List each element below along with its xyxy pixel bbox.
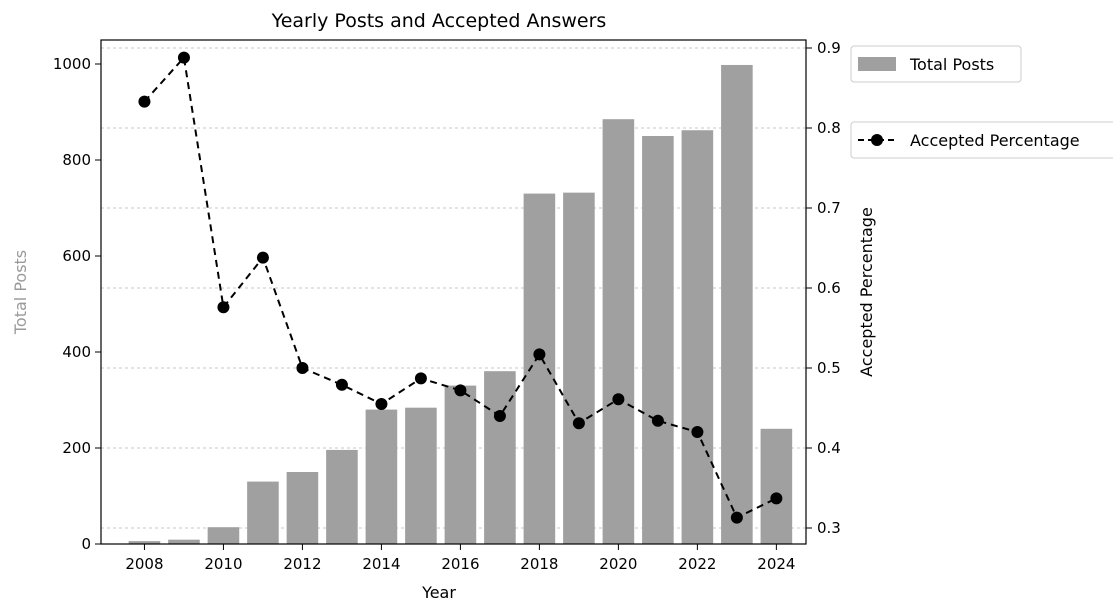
- bar-2024: [760, 428, 793, 544]
- y-tick-label: 0: [81, 535, 91, 553]
- bar-2016: [444, 385, 477, 544]
- point-2020: [612, 393, 625, 406]
- legend-box: [850, 121, 1113, 159]
- bar-series-total-posts: [128, 64, 793, 545]
- legend-accepted-percentage: Accepted Percentage: [850, 121, 1113, 159]
- bar-2014: [365, 409, 398, 544]
- bar-2010: [207, 527, 240, 544]
- point-2015: [414, 372, 427, 385]
- legend-box: [850, 45, 1022, 83]
- plot-frame: [100, 39, 807, 545]
- bar-2019: [563, 192, 595, 544]
- y-tick-label: 400: [62, 343, 91, 361]
- point-2009: [177, 51, 190, 64]
- legend-swatch-bar: [858, 57, 896, 71]
- bar-2013: [326, 449, 358, 544]
- y2-tick-label: 0.3: [817, 519, 841, 537]
- x-tick-label: 2014: [362, 555, 400, 573]
- y-tick-label: 800: [62, 151, 91, 169]
- y-tick-label: 1000: [53, 55, 91, 73]
- line-series-accepted-percentage: [138, 51, 783, 524]
- legend-label-total-posts: Total Posts: [909, 55, 994, 74]
- point-2022: [691, 426, 704, 438]
- bar-2009: [168, 539, 200, 544]
- axes: 2008 2010 2012 2014 2016 2018 2020 2022 2024 0 200…: [53, 39, 841, 573]
- point-2010: [217, 301, 230, 314]
- point-2023: [730, 511, 743, 524]
- point-2008: [138, 95, 151, 108]
- y2-tick-label: 0.7: [817, 199, 841, 217]
- y-axis-label-left: Total Posts: [11, 250, 30, 335]
- bar-2021: [642, 136, 674, 544]
- bar-2015: [405, 407, 437, 544]
- y2-tick-label: 0.9: [817, 39, 841, 57]
- point-2016: [454, 384, 467, 397]
- chart-title: Yearly Posts and Accepted Answers: [271, 10, 607, 32]
- x-tick-label: 2020: [599, 555, 637, 573]
- point-2021: [651, 414, 664, 427]
- y2-tick-label: 0.6: [817, 279, 841, 297]
- x-tick-label: 2024: [757, 555, 795, 573]
- x-tick-label: 2016: [441, 555, 479, 573]
- point-2013: [335, 378, 348, 391]
- bar-2018: [523, 193, 556, 544]
- bar-2011: [247, 481, 279, 544]
- bar-2008: [128, 541, 161, 544]
- legend-total-posts: Total Posts: [850, 45, 1022, 83]
- y-axis-label-right: Accepted Percentage: [857, 207, 876, 377]
- point-2024: [770, 492, 783, 505]
- x-tick-label: 2010: [204, 555, 242, 573]
- bar-2022: [681, 130, 714, 545]
- accepted-percentage-line: [143, 55, 777, 519]
- y-tick-label: 600: [62, 247, 91, 265]
- y2-tick-label: 0.4: [817, 439, 841, 457]
- point-2014: [375, 398, 388, 410]
- legend-swatch-marker: [871, 134, 883, 146]
- y-tick-label: 200: [62, 439, 91, 457]
- y2-tick-label: 0.5: [817, 359, 841, 377]
- x-tick-label: 2008: [125, 555, 163, 573]
- x-tick-label: 2012: [283, 555, 321, 573]
- bar-2020: [602, 119, 635, 544]
- point-2012: [296, 362, 309, 374]
- point-2018: [533, 348, 546, 361]
- bar-2023: [721, 64, 753, 545]
- point-2017: [493, 410, 506, 422]
- x-tick-label: 2022: [678, 555, 716, 573]
- point-2011: [256, 251, 269, 264]
- point-2019: [572, 417, 585, 430]
- y2-tick-label: 0.8: [817, 119, 841, 137]
- x-tick-label: 2018: [520, 555, 558, 573]
- legend-label-accepted-percentage: Accepted Percentage: [910, 131, 1080, 150]
- bar-2012: [286, 472, 319, 544]
- x-axis-label: Year: [421, 583, 456, 600]
